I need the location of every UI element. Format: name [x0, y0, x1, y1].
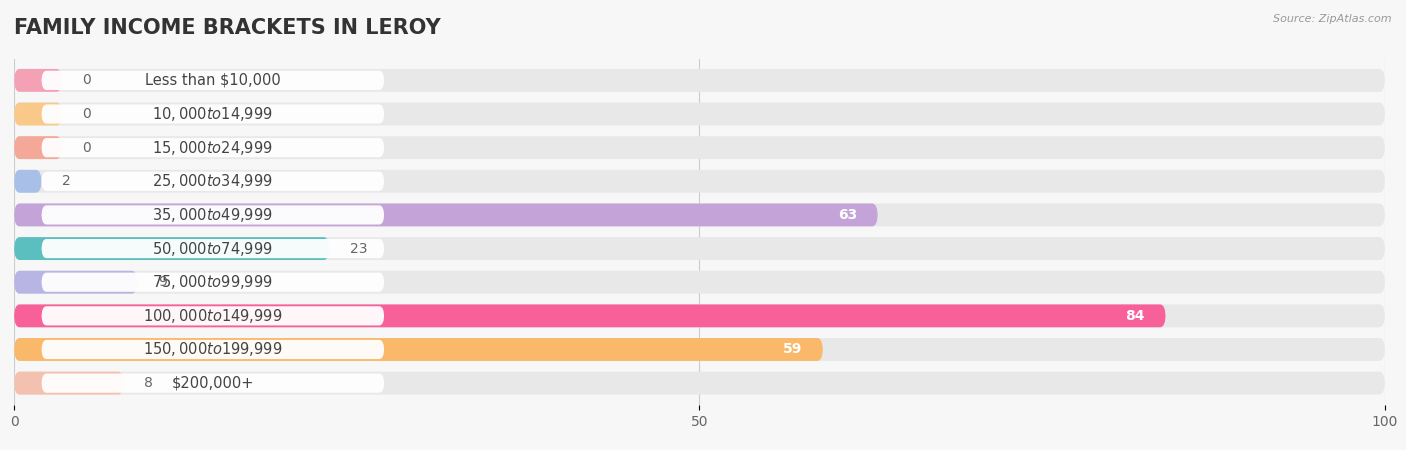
FancyBboxPatch shape [14, 203, 877, 226]
FancyBboxPatch shape [14, 170, 42, 193]
Text: 59: 59 [783, 342, 803, 356]
FancyBboxPatch shape [14, 103, 1385, 126]
Text: 9: 9 [157, 275, 167, 289]
Text: $200,000+: $200,000+ [172, 376, 254, 391]
Text: $50,000 to $74,999: $50,000 to $74,999 [152, 239, 273, 257]
FancyBboxPatch shape [14, 372, 1385, 395]
FancyBboxPatch shape [42, 104, 384, 124]
FancyBboxPatch shape [42, 239, 384, 258]
FancyBboxPatch shape [42, 172, 384, 191]
FancyBboxPatch shape [42, 205, 384, 225]
Text: 63: 63 [838, 208, 858, 222]
Text: 0: 0 [83, 141, 91, 155]
FancyBboxPatch shape [14, 136, 62, 159]
FancyBboxPatch shape [42, 374, 384, 393]
FancyBboxPatch shape [42, 138, 384, 157]
FancyBboxPatch shape [14, 237, 1385, 260]
FancyBboxPatch shape [42, 340, 384, 359]
FancyBboxPatch shape [14, 103, 62, 126]
Text: Source: ZipAtlas.com: Source: ZipAtlas.com [1274, 14, 1392, 23]
FancyBboxPatch shape [14, 372, 124, 395]
FancyBboxPatch shape [14, 271, 138, 294]
FancyBboxPatch shape [14, 136, 1385, 159]
Text: Less than $10,000: Less than $10,000 [145, 73, 281, 88]
Text: $25,000 to $34,999: $25,000 to $34,999 [152, 172, 273, 190]
Text: $100,000 to $149,999: $100,000 to $149,999 [143, 307, 283, 325]
FancyBboxPatch shape [42, 71, 384, 90]
Text: 0: 0 [83, 107, 91, 121]
Text: 0: 0 [83, 73, 91, 87]
FancyBboxPatch shape [14, 69, 62, 92]
Text: $75,000 to $99,999: $75,000 to $99,999 [152, 273, 273, 291]
Text: FAMILY INCOME BRACKETS IN LEROY: FAMILY INCOME BRACKETS IN LEROY [14, 18, 441, 38]
FancyBboxPatch shape [14, 304, 1166, 327]
Text: 84: 84 [1126, 309, 1144, 323]
Text: $10,000 to $14,999: $10,000 to $14,999 [152, 105, 273, 123]
FancyBboxPatch shape [42, 273, 384, 292]
Text: 8: 8 [145, 376, 153, 390]
FancyBboxPatch shape [14, 203, 1385, 226]
Text: $15,000 to $24,999: $15,000 to $24,999 [152, 139, 273, 157]
FancyBboxPatch shape [14, 304, 1385, 327]
FancyBboxPatch shape [14, 338, 1385, 361]
FancyBboxPatch shape [14, 69, 1385, 92]
Text: $35,000 to $49,999: $35,000 to $49,999 [152, 206, 273, 224]
Text: $150,000 to $199,999: $150,000 to $199,999 [143, 341, 283, 359]
FancyBboxPatch shape [42, 306, 384, 325]
Text: 2: 2 [62, 174, 70, 188]
FancyBboxPatch shape [14, 271, 1385, 294]
FancyBboxPatch shape [14, 237, 329, 260]
Text: 23: 23 [350, 242, 367, 256]
FancyBboxPatch shape [14, 170, 1385, 193]
FancyBboxPatch shape [14, 338, 823, 361]
